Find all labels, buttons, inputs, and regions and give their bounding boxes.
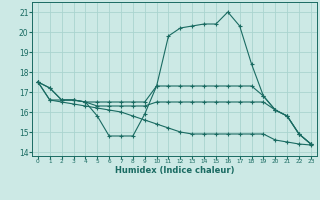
X-axis label: Humidex (Indice chaleur): Humidex (Indice chaleur) (115, 166, 234, 175)
